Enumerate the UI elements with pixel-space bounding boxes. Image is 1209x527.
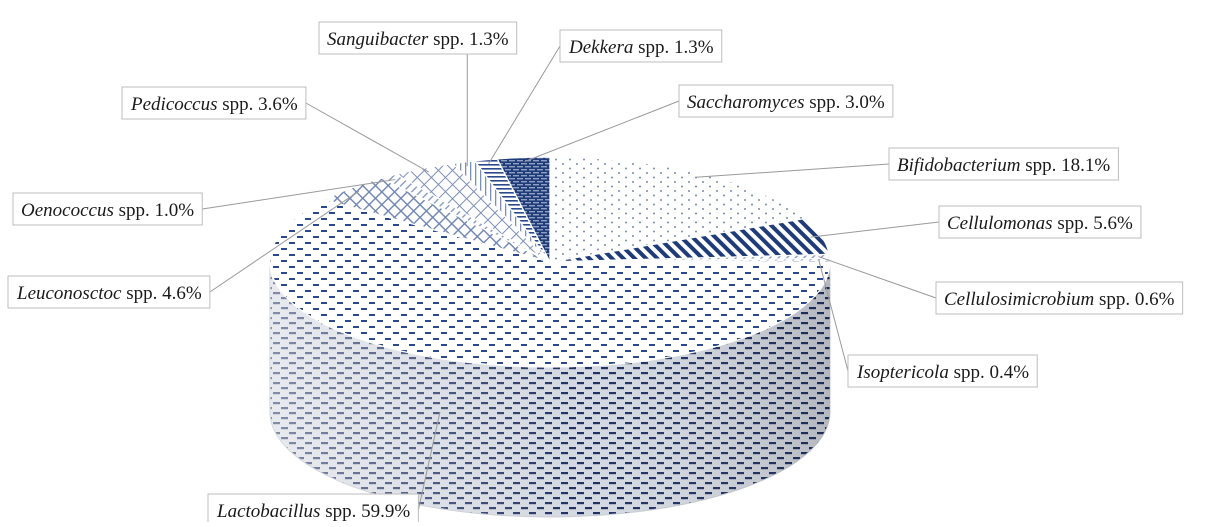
- label-leuconosctoc: Leuconosctoc spp. 4.6%: [7, 275, 211, 309]
- svg-text:Oenococcus spp. 1.0%: Oenococcus spp. 1.0%: [21, 200, 194, 221]
- label-value: spp. 59.9%: [320, 501, 410, 522]
- label-box: [559, 29, 723, 63]
- svg-text:Sanguibacter spp. 1.3%: Sanguibacter spp. 1.3%: [327, 29, 509, 50]
- label-value: spp. 5.6%: [1053, 213, 1133, 234]
- label-value: spp. 1.3%: [633, 37, 713, 58]
- label-box: [847, 354, 1038, 388]
- svg-text:Leuconosctoc spp. 4.6%: Leuconosctoc spp. 4.6%: [16, 283, 202, 304]
- svg-text:Lactobacillus spp. 59.9%: Lactobacillus spp. 59.9%: [216, 501, 410, 522]
- label-value: spp. 0.4%: [949, 362, 1029, 383]
- label-lactobacillus: Lactobacillus spp. 59.9%: [207, 493, 419, 527]
- label-genus: Sanguibacter: [327, 29, 429, 50]
- leader-bifidobacterium: [695, 163, 890, 178]
- label-genus: Isoptericola: [856, 362, 949, 383]
- leader-lines: [202, 45, 940, 511]
- label-genus: Dekkera: [568, 37, 633, 58]
- label-value: spp. 3.6%: [218, 94, 298, 115]
- label-box: [12, 192, 203, 226]
- slice-labels: Bifidobacterium spp. 18.1% Cellulomonas s…: [7, 21, 1184, 527]
- label-box: [888, 147, 1119, 181]
- label-genus: Saccharomyces: [687, 92, 804, 113]
- side-shade-lactobacillus: [270, 262, 830, 517]
- label-genus: Cellulosimicrobium: [944, 289, 1094, 310]
- label-saccharomyces: Saccharomyces spp. 3.0%: [678, 84, 894, 118]
- svg-text:Cellulomonas spp. 5.6%: Cellulomonas spp. 5.6%: [947, 213, 1133, 234]
- label-oenococcus: Oenococcus spp. 1.0%: [12, 192, 203, 226]
- leader-lactobacillus: [417, 411, 441, 511]
- slice-bifidobacterium: [549, 156, 807, 263]
- svg-text:Saccharomyces spp. 3.0%: Saccharomyces spp. 3.0%: [687, 92, 885, 113]
- label-value: spp. 0.6%: [1094, 289, 1174, 310]
- label-genus: Lactobacillus: [216, 501, 320, 522]
- svg-text:Dekkera spp. 1.3%: Dekkera spp. 1.3%: [568, 37, 714, 58]
- svg-text:Isoptericola spp. 0.4%: Isoptericola spp. 0.4%: [856, 362, 1029, 383]
- label-box: [938, 205, 1142, 239]
- svg-text:Bifidobacterium spp. 18.1%: Bifidobacterium spp. 18.1%: [897, 155, 1110, 176]
- label-cellulomonas: Cellulomonas spp. 5.6%: [938, 205, 1142, 239]
- label-isoptericola: Isoptericola spp. 0.4%: [847, 354, 1038, 388]
- svg-text:Pedicoccus spp. 3.6%: Pedicoccus spp. 3.6%: [130, 94, 298, 115]
- label-box: [935, 281, 1184, 315]
- leader-cellulomonas: [810, 221, 940, 238]
- leader-isoptericola: [818, 259, 849, 372]
- label-value: spp. 18.1%: [1020, 155, 1110, 176]
- label-genus: Leuconosctoc: [16, 283, 122, 304]
- slice-lactobacillus: [269, 199, 831, 368]
- label-pedicoccus: Pedicoccus spp. 3.6%: [121, 86, 307, 120]
- label-box: [121, 86, 307, 120]
- leader-dekkera: [488, 45, 561, 165]
- label-genus: Cellulomonas: [947, 213, 1053, 234]
- label-cellulosimicrobium: Cellulosimicrobium spp. 0.6%: [935, 281, 1184, 315]
- label-genus: Oenococcus: [21, 200, 114, 221]
- leader-leuconosctoc: [209, 190, 360, 293]
- slice-saccharomyces: [496, 156, 551, 263]
- label-dekkera: Dekkera spp. 1.3%: [559, 29, 723, 63]
- label-box: [318, 21, 518, 55]
- label-sanguibacter: Sanguibacter spp. 1.3%: [318, 21, 518, 55]
- label-value: spp. 1.3%: [428, 29, 508, 50]
- label-box: [678, 84, 894, 118]
- label-genus: Bifidobacterium: [897, 155, 1020, 176]
- leader-pedicoccus: [305, 102, 430, 173]
- label-value: spp. 3.0%: [804, 92, 884, 113]
- pie-slices: [269, 156, 831, 368]
- leader-cellulosimicrobium: [818, 256, 937, 299]
- label-genus: Pedicoccus: [130, 94, 218, 115]
- leader-saccharomyces: [524, 100, 680, 163]
- label-box: [7, 275, 211, 309]
- leader-oenococcus: [202, 179, 396, 210]
- label-bifidobacterium: Bifidobacterium spp. 18.1%: [888, 147, 1119, 181]
- label-value: spp. 1.0%: [114, 200, 194, 221]
- label-value: spp. 4.6%: [121, 283, 201, 304]
- svg-text:Cellulosimicrobium spp. 0.6%: Cellulosimicrobium spp. 0.6%: [944, 289, 1175, 310]
- label-box: [207, 493, 419, 527]
